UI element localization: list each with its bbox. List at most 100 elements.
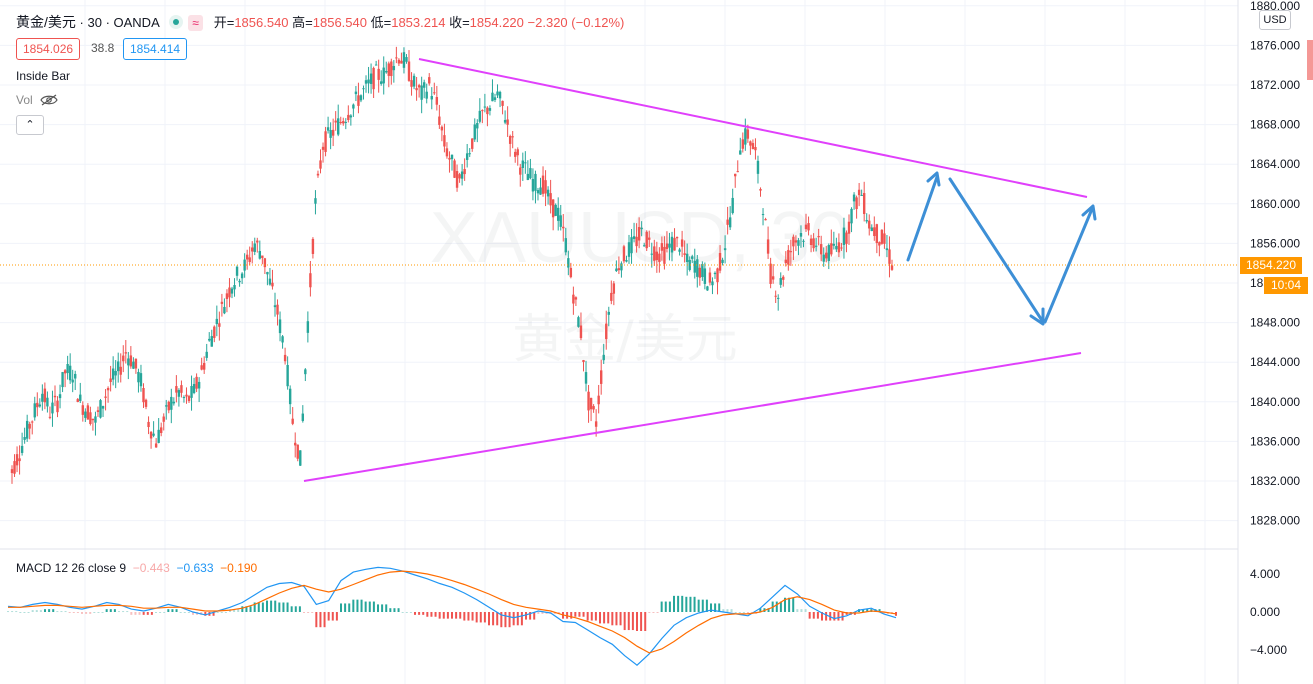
arrow-up-1[interactable] — [906, 175, 939, 262]
ask-price-button[interactable]: 1854.414 — [123, 38, 188, 60]
macd-hist-bar — [233, 609, 236, 612]
candle-body — [144, 399, 148, 407]
candle-body — [347, 114, 350, 121]
candle-body — [395, 57, 398, 59]
candle-body — [10, 469, 14, 474]
macd-hist-bar — [39, 610, 42, 612]
candle-body — [263, 258, 267, 268]
projection-arrows[interactable] — [906, 171, 1097, 326]
candle-body — [453, 160, 456, 178]
candle-body — [797, 240, 800, 246]
currency-button[interactable]: USD — [1259, 10, 1291, 30]
macd-hist-bar — [27, 612, 30, 613]
candle-body — [809, 238, 813, 245]
candle-body — [134, 358, 138, 369]
candle-body — [650, 253, 653, 255]
market-status-icon[interactable] — [168, 15, 183, 29]
interval[interactable]: 30 — [87, 15, 102, 30]
macd-hist-bar — [434, 612, 437, 617]
lower-trendline[interactable] — [303, 352, 1082, 482]
macd-hist-bar — [159, 612, 162, 613]
symbol-name[interactable]: 黄金/美元 — [16, 14, 76, 30]
candle-body — [324, 131, 327, 152]
candle-body — [794, 240, 798, 243]
candle-body — [111, 368, 115, 380]
macd-hist-bar — [508, 612, 511, 628]
price-axis[interactable]: 1880.000 1876.000 1872.000 1868.000 1864.000… — [1237, 0, 1313, 684]
candle-body — [751, 143, 755, 150]
macd-hist-bar — [615, 612, 618, 626]
candle-body — [230, 288, 234, 294]
candle-body — [612, 283, 616, 294]
macd-hist-bar — [105, 609, 108, 612]
candle-body — [425, 91, 428, 99]
volume-indicator[interactable]: Vol — [16, 93, 58, 107]
arrow-up-2[interactable] — [1043, 207, 1094, 324]
macd-hist-bar — [163, 612, 166, 613]
candle-body — [630, 237, 633, 254]
macd-hist-bar — [467, 612, 470, 621]
macd-hist-bar — [430, 612, 433, 617]
candle-body — [605, 323, 608, 340]
candle-body — [79, 394, 82, 401]
candle-body — [58, 394, 62, 399]
macd-hist-bar — [76, 612, 79, 613]
bid-price-button[interactable]: 1854.026 — [16, 38, 81, 60]
macd-hist-bar — [167, 609, 170, 612]
candle-body — [584, 372, 588, 384]
price-tick-label: 1840.000 — [1250, 395, 1300, 409]
compare-icon[interactable]: ≈ — [188, 15, 203, 31]
candle-body — [678, 249, 681, 252]
macd-hist-bar — [537, 612, 540, 614]
macd-hist-bar — [722, 609, 725, 612]
candle-body — [258, 251, 262, 259]
candle-body — [13, 461, 16, 474]
candle-body — [359, 95, 363, 101]
candle-body — [832, 243, 836, 246]
candle-body — [741, 139, 745, 149]
macd-hist-bar — [603, 612, 606, 624]
candle-body — [256, 240, 259, 243]
arrow-down[interactable] — [948, 177, 1045, 324]
macd-hist-bar — [796, 609, 799, 612]
macd-legend[interactable]: MACD 12 26 close 9 −0.443 −0.633 −0.190 — [16, 561, 257, 575]
candle-body — [142, 388, 145, 403]
macd-hist-bar — [759, 608, 762, 612]
candle-body — [154, 443, 158, 448]
candle-body — [496, 91, 499, 96]
candle-body — [761, 214, 765, 216]
candle-body — [640, 227, 643, 230]
indicator-inside-bar[interactable]: Inside Bar — [16, 69, 71, 83]
macd-hist-bar — [779, 601, 782, 612]
macd-hist-bar — [187, 612, 190, 613]
candle-body — [582, 360, 585, 363]
macd-hist-bar — [821, 612, 823, 621]
macd-hist-bar — [529, 612, 532, 620]
candle-body — [253, 243, 256, 252]
candle-body — [868, 220, 871, 229]
candle-body — [711, 281, 714, 286]
candle-body — [465, 153, 469, 160]
macd-hist-bar — [693, 596, 696, 612]
candle-body — [53, 395, 57, 398]
macd-hist-bar — [286, 602, 289, 612]
triangle-pattern[interactable] — [303, 58, 1088, 482]
candle-body — [663, 246, 666, 264]
axis-marker — [1307, 40, 1313, 80]
candle-body — [668, 243, 671, 248]
candle-body — [71, 379, 74, 383]
high-value: 1856.540 — [312, 15, 367, 30]
candle-body — [870, 227, 873, 232]
candle-body — [569, 267, 573, 278]
candle-body — [329, 130, 332, 138]
candle-body — [696, 259, 699, 277]
upper-trendline[interactable] — [418, 58, 1088, 198]
macd-hist-bar — [138, 612, 141, 615]
macd-hist-bar — [97, 612, 100, 613]
collapse-legend-button[interactable]: ⌃ — [16, 115, 44, 135]
candle-body — [405, 57, 408, 62]
candle-body — [192, 383, 196, 393]
eye-hidden-icon[interactable] — [40, 94, 58, 106]
candle-body — [157, 429, 160, 443]
